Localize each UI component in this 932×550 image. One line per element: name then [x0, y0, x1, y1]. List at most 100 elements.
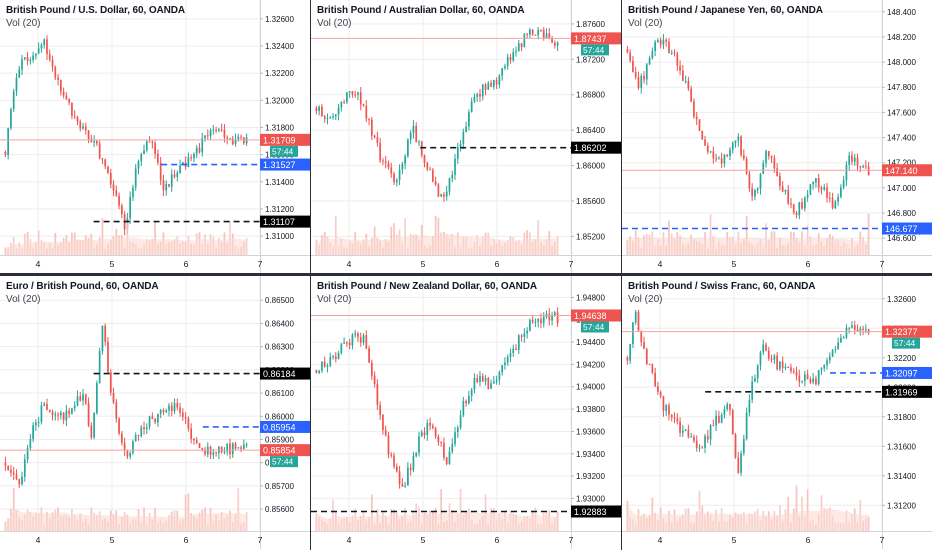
candle-body	[648, 364, 651, 366]
candle-body	[321, 361, 323, 371]
candle-body	[479, 93, 481, 97]
candle-body	[15, 77, 18, 92]
candle-body	[21, 476, 23, 485]
candle-body	[87, 403, 90, 426]
svg-text:146.677: 146.677	[885, 224, 918, 234]
candle-body	[864, 165, 867, 167]
candle-body	[82, 394, 84, 401]
candle-body	[76, 396, 79, 406]
chart-panel[interactable]: 1.326001.324001.322001.320001.318001.316…	[0, 0, 310, 273]
candle-body	[629, 52, 632, 61]
candle-body	[348, 342, 351, 346]
candle-body	[132, 187, 134, 198]
panel-divider[interactable]	[0, 273, 932, 276]
chart-panel[interactable]: 1.948001.946001.944001.942001.940001.938…	[311, 276, 621, 549]
candle-body	[529, 29, 531, 35]
candle-body	[445, 191, 448, 197]
candle-body	[226, 443, 229, 452]
level-price-tag: 0.85954	[260, 420, 310, 433]
candle-body	[415, 452, 418, 457]
candle-body	[817, 370, 820, 385]
y-tick-label: 1.32600	[887, 295, 916, 304]
candle-body	[709, 425, 712, 440]
candle-body	[684, 80, 687, 82]
candle-body	[323, 116, 326, 119]
candle-body	[18, 69, 21, 78]
candle-body	[179, 407, 181, 413]
y-tick-label: 1.93200	[576, 472, 605, 481]
volume-legend: Vol (20)	[6, 18, 41, 29]
candle-body	[437, 436, 440, 442]
candle-body	[812, 182, 815, 185]
candle-body	[4, 151, 7, 156]
candle-body	[354, 333, 357, 335]
candle-body	[848, 327, 851, 329]
candle-body	[418, 436, 420, 453]
candle-body	[412, 456, 415, 471]
svg-text:1.32377: 1.32377	[885, 327, 918, 337]
candle-body	[101, 158, 104, 160]
candle-body	[329, 357, 332, 366]
candle-body	[834, 349, 837, 351]
y-tick-label: 1.32600	[265, 15, 294, 24]
level-price-tag: 1.31969	[882, 385, 932, 398]
candle-body	[423, 155, 426, 163]
candle-body	[148, 416, 151, 428]
candle-body	[237, 447, 240, 449]
candle-body	[853, 325, 856, 330]
candle-body	[867, 329, 870, 333]
volume-bar	[459, 488, 462, 531]
candle-body	[790, 367, 792, 372]
candle-body	[712, 425, 715, 427]
chart-panel[interactable]: 148.400 148.200 148.000 147.800 147.600 147.4…	[622, 0, 932, 273]
candle-body	[198, 443, 201, 449]
candle-body	[54, 414, 57, 416]
candle-body	[357, 333, 359, 338]
candle-body	[454, 158, 456, 175]
candle-body	[168, 184, 170, 187]
candle-body	[781, 186, 784, 192]
candle-body	[828, 356, 831, 361]
candle-body	[720, 158, 723, 164]
y-tick-label: 147.800	[887, 83, 916, 92]
svg-text:1.92883: 1.92883	[574, 507, 607, 517]
candle-body	[137, 161, 140, 169]
candle-body	[809, 378, 812, 383]
candle-body	[176, 172, 179, 177]
candle-body	[640, 75, 643, 88]
y-tick-label: 147.000	[887, 184, 916, 193]
candle-body	[90, 425, 93, 438]
svg-text:1.31527: 1.31527	[263, 160, 296, 170]
candle-body	[112, 392, 115, 403]
volume-bar	[698, 491, 701, 531]
candle-body	[242, 137, 245, 144]
candle-body	[740, 136, 742, 155]
candle-body	[803, 374, 806, 382]
candle-body	[765, 344, 767, 351]
candle-body	[806, 194, 809, 198]
candle-body	[792, 371, 795, 373]
countdown-tag: 57:44	[892, 337, 920, 349]
candle-body	[731, 142, 734, 150]
candle-body	[451, 444, 454, 452]
chart-panel[interactable]: 1.326001.324001.322001.320001.318001.316…	[622, 276, 932, 549]
candle-body	[456, 146, 459, 159]
candle-body	[779, 175, 781, 187]
candle-body	[626, 49, 629, 53]
chart-panel[interactable]: 1.87600 1.87200 1.86800 1.86400 1.86000 1.856…	[311, 0, 621, 273]
volume-legend: Vol (20)	[628, 294, 663, 305]
candle-body	[409, 132, 412, 140]
candle-body	[517, 43, 520, 52]
candle-body	[695, 116, 698, 120]
candle-body	[723, 154, 726, 164]
candle-body	[140, 153, 143, 162]
candle-body	[704, 435, 706, 449]
candle-body	[834, 201, 837, 209]
x-tick-label: 6	[495, 259, 500, 269]
chart-panel[interactable]: 0.865000.864000.863000.862000.861000.860…	[0, 276, 310, 549]
candle-body	[443, 442, 445, 458]
candle-body	[831, 350, 834, 357]
candle-body	[337, 352, 340, 359]
candle-body	[206, 135, 209, 137]
